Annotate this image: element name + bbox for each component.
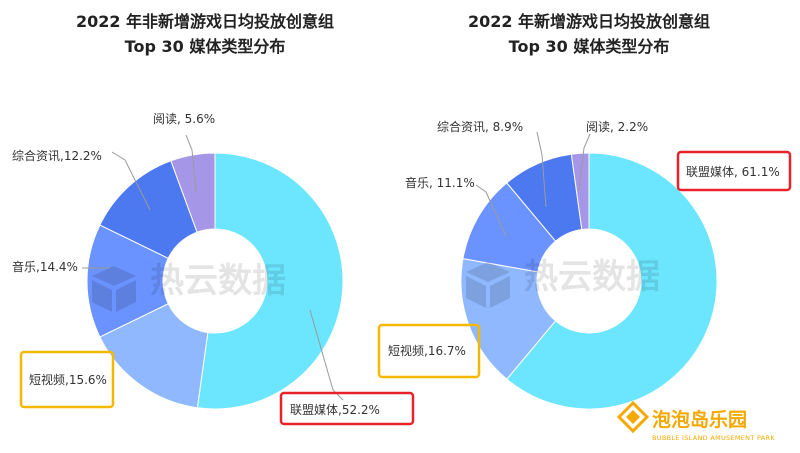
highlight-box-yellow <box>377 323 481 379</box>
donut-slice-left-2 <box>86 224 169 338</box>
donut-slice-right-1 <box>460 258 557 380</box>
watermark-cube-icon <box>92 266 136 312</box>
slice-label-yuedu: 阅读, 5.6% <box>153 112 215 126</box>
donut-chart-right <box>460 152 718 410</box>
watermark-cube-icon <box>466 262 510 308</box>
leader-line <box>185 134 197 193</box>
highlight-box-red <box>279 391 415 426</box>
leader-line <box>475 184 507 237</box>
slice-label-yuedu: 阅读, 2.2% <box>586 120 648 134</box>
slice-label-zonghe: 综合资讯, 8.9% <box>437 119 523 134</box>
donut-slice-right-4 <box>570 152 590 231</box>
leader-line <box>536 131 547 208</box>
slice-label-lianmeng: 联盟媒体, 61.1% <box>686 165 780 179</box>
chart-right-title-line-2: Top 30 媒体类型分布 <box>509 37 670 56</box>
chart-left-labels: 阅读, 5.6% 综合资讯,12.2% 音乐,14.4% 短视频,15.6% 联… <box>12 112 415 426</box>
leader-line <box>111 151 151 211</box>
watermark-right: 热云数据 <box>466 257 660 308</box>
slice-label-lianmeng: 联盟媒体,52.2% <box>290 403 380 417</box>
brand-logo: 泡泡岛乐园 BUBBLE ISLAND AMUSEMENT PARK <box>616 400 775 442</box>
slice-label-yinyue: 音乐, 11.1% <box>405 175 475 190</box>
donut-slice-left-1 <box>99 303 209 409</box>
watermark-text: 热云数据 <box>524 257 660 297</box>
chart-right-title-line-1: 2022 年新增游戏日均投放创意组 <box>468 12 710 31</box>
watermark-left: 热云数据 <box>92 261 286 312</box>
slice-label-yinyue: 音乐,14.4% <box>12 259 78 274</box>
slice-label-duanshipin: 短视频,16.7% <box>388 343 466 358</box>
highlight-box-yellow <box>19 350 115 409</box>
donut-slice-left-4 <box>170 152 216 233</box>
brand-subtitle: BUBBLE ISLAND AMUSEMENT PARK <box>652 434 775 442</box>
slice-label-duanshipin: 短视频,15.6% <box>29 372 107 387</box>
brand-emblem-icon <box>616 400 650 434</box>
donut-slice-right-0 <box>506 152 718 410</box>
highlight-box-red <box>676 150 792 192</box>
slice-label-zonghe: 综合资讯,12.2% <box>12 148 102 163</box>
leader-line <box>578 133 591 191</box>
chart-left-title-line-2: Top 30 媒体类型分布 <box>125 37 286 56</box>
chart-left-title-line-1: 2022 年非新增游戏日均投放创意组 <box>76 12 334 31</box>
donut-chart-left <box>86 152 344 410</box>
brand-name: 泡泡岛乐园 <box>652 408 747 431</box>
donut-slice-left-0 <box>196 152 344 410</box>
chart-right-labels: 阅读, 2.2% 综合资讯, 8.9% 音乐, 11.1% 短视频,16.7% … <box>377 119 792 379</box>
watermark-text: 热云数据 <box>150 261 286 301</box>
leader-line <box>309 309 344 401</box>
